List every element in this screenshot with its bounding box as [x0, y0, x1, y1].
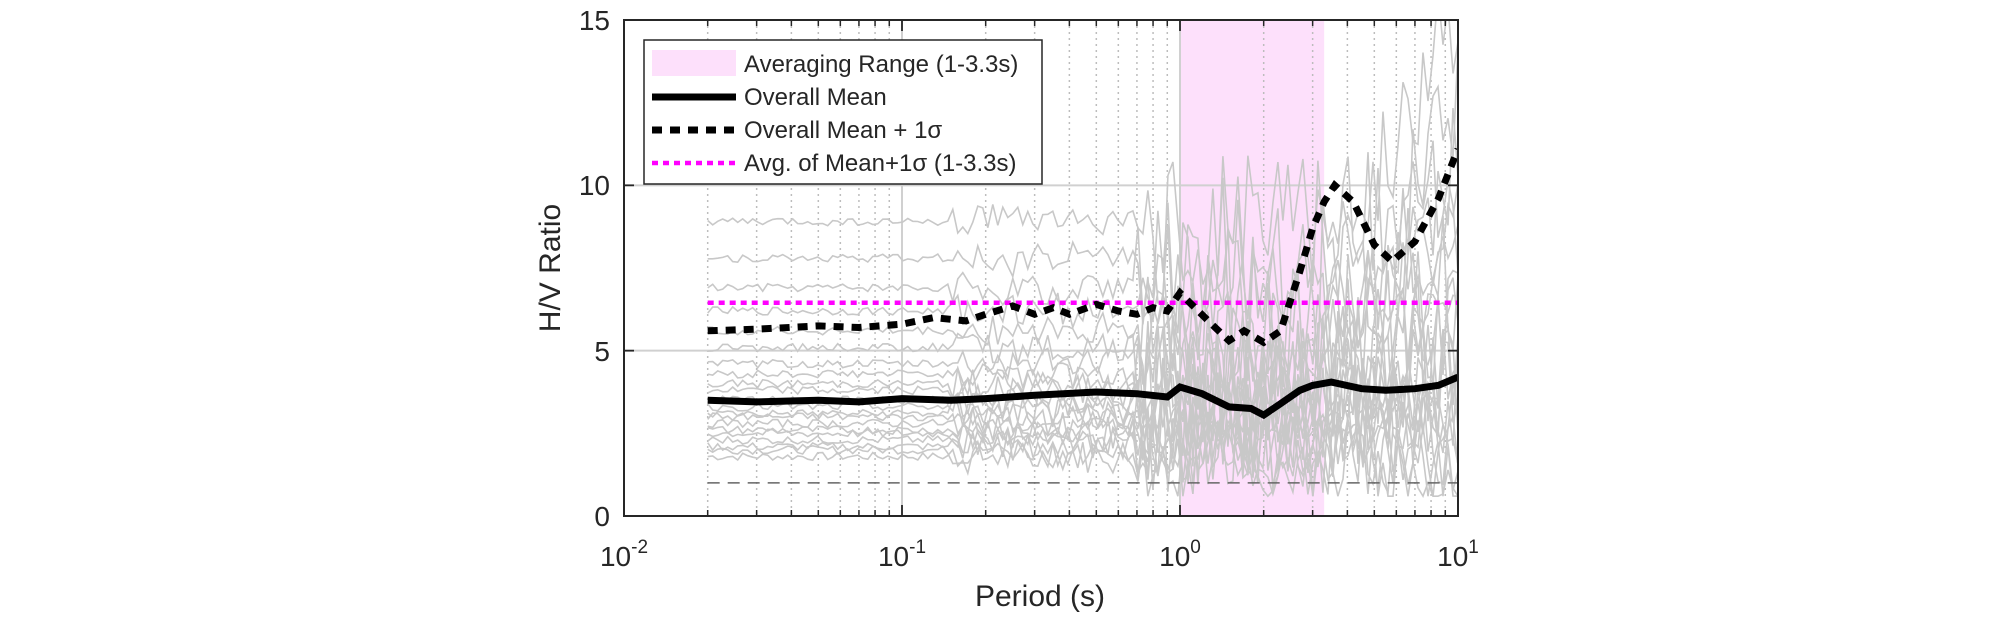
x-tick-label: 10-1: [878, 537, 926, 572]
legend-entry-averaging-range: Averaging Range (1-3.3s): [652, 50, 1018, 78]
x-tick-label: 101: [1437, 537, 1479, 572]
x-axis-label: Period (s): [975, 580, 1105, 613]
legend-entry-mean-plus-sigma: Overall Mean + 1σ: [652, 117, 942, 144]
individual-curve: [707, 307, 1458, 465]
individual-curve: [707, 47, 1458, 425]
individual-curve: [707, 340, 1458, 478]
y-tick-label: 0: [594, 501, 610, 532]
individual-curve: [707, 140, 1458, 304]
individual-curve: [707, 20, 1458, 368]
legend-entry-avg-mean-sigma: Avg. of Mean+1σ (1-3.3s): [652, 150, 1017, 177]
individual-curve: [707, 107, 1458, 441]
y-axis-label: H/V Ratio: [534, 204, 567, 332]
series-mean-plus-sigma: [707, 147, 1458, 347]
legend-label: Overall Mean + 1σ: [744, 117, 942, 144]
legend-label: Averaging Range (1-3.3s): [744, 51, 1018, 78]
x-tick-label: 10-2: [600, 537, 648, 572]
legend-label: Overall Mean: [744, 84, 887, 111]
individual-curve: [707, 382, 1458, 497]
legend-swatch-range: [652, 50, 736, 76]
individual-curves: [707, 20, 1458, 499]
y-tick-label: 10: [579, 170, 610, 201]
series-overall-mean: [707, 373, 1458, 420]
y-tick-label: 5: [594, 336, 610, 367]
individual-curve: [707, 277, 1458, 497]
y-tick-label: 15: [579, 5, 610, 36]
axis-ticks: [623, 19, 1459, 517]
legend: Averaging Range (1-3.3s) Overall Mean Ov…: [643, 39, 1043, 185]
x-tick-label: 100: [1159, 537, 1201, 572]
legend-entry-overall-mean: Overall Mean: [652, 84, 887, 111]
individual-curve: [707, 323, 1458, 465]
individual-curve: [707, 177, 1458, 351]
individual-curve: [707, 260, 1458, 436]
individual-curve: [707, 224, 1458, 381]
x-tick-labels: 10-2 10-1 100 101: [600, 537, 1479, 572]
plot-frame: [623, 19, 1459, 517]
legend-label: Avg. of Mean+1σ (1-3.3s): [744, 150, 1017, 177]
y-tick-labels: 0 5 10 15: [579, 5, 610, 532]
